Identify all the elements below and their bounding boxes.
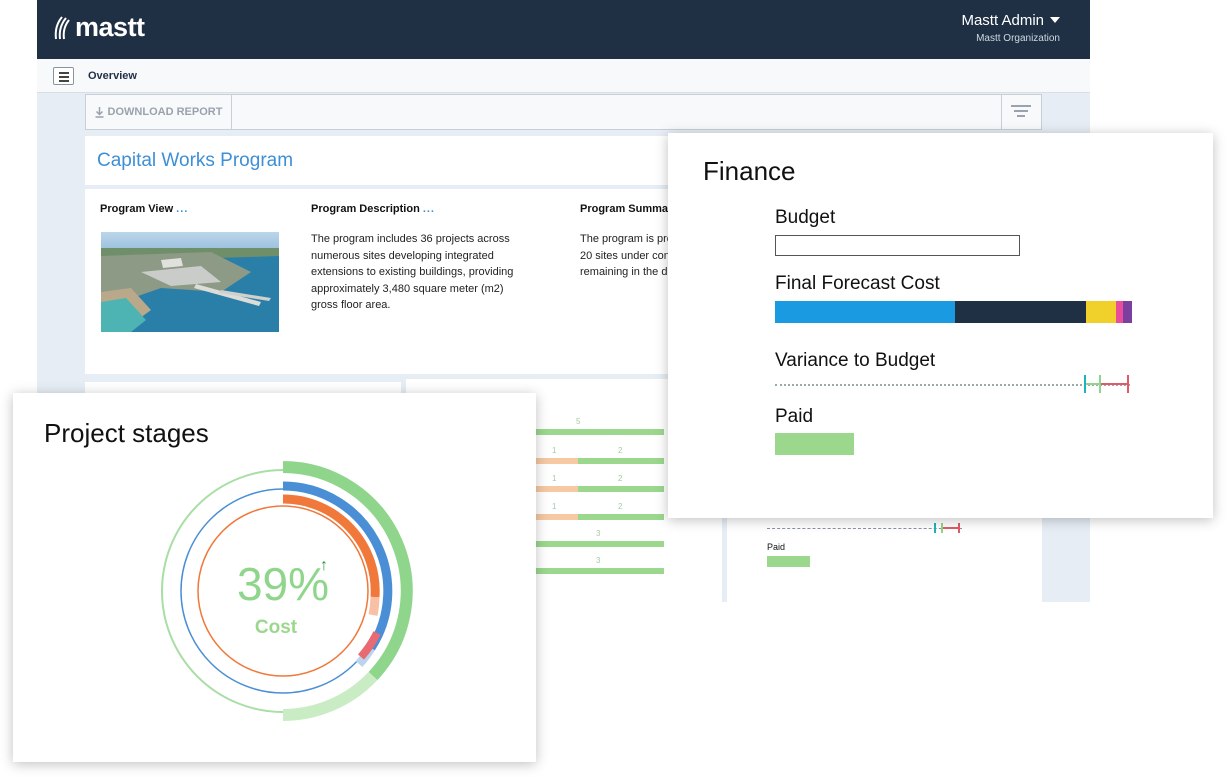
stage-bar — [536, 541, 664, 547]
program-summary-text: The program is pro 20 sites under con re… — [580, 231, 673, 281]
summary-line: remaining in the d — [580, 266, 668, 278]
summary-line: 20 sites under con — [580, 249, 670, 262]
paid-bar — [767, 556, 810, 567]
stage-bar-segment — [536, 486, 578, 492]
inner-ring — [197, 505, 369, 677]
summary-line: The program is pro — [580, 233, 673, 245]
top-bar: mastt Mastt Admin Mastt Organization — [37, 0, 1090, 59]
bar-value: 1 — [552, 474, 557, 483]
variance-marker — [1084, 375, 1086, 393]
cost-arc — [282, 461, 413, 681]
bar-value: 3 — [596, 556, 601, 565]
more-options-icon[interactable]: ... — [176, 203, 189, 215]
program-description-text: The program includes 36 projects across … — [311, 233, 514, 311]
variance-range — [943, 527, 959, 529]
cost-percentage: 39% — [236, 558, 330, 610]
stage-bar — [536, 458, 664, 464]
bar-value: 5 — [576, 417, 581, 426]
divider — [85, 185, 1042, 189]
logo[interactable]: mastt — [53, 12, 145, 43]
time-arc — [282, 481, 393, 651]
forecast-segment — [1115, 301, 1124, 323]
user-name: Mastt Admin — [961, 12, 1044, 29]
finance-title: Finance — [703, 156, 796, 186]
cost-label: Cost — [254, 617, 298, 638]
stage-bar-segment — [536, 458, 578, 464]
bar-value: 3 — [596, 529, 601, 538]
finance-card: Finance Budget Final Forecast Cost Varia… — [668, 133, 1213, 518]
logo-feather-icon — [54, 15, 70, 39]
user-menu[interactable]: Mastt Admin Mastt Organization — [961, 12, 1060, 44]
user-organization: Mastt Organization — [976, 33, 1060, 44]
progress-arc-forecast — [368, 596, 380, 616]
forecast-segment — [1123, 301, 1132, 323]
program-view-heading-label: Program View — [100, 203, 174, 215]
breadcrumb: Overview — [88, 70, 137, 82]
bar-value: 2 — [618, 502, 623, 511]
stage-bar — [536, 568, 664, 574]
stage-bar — [536, 486, 664, 492]
sub-bar: Overview — [37, 59, 1090, 93]
budget-label: Budget — [775, 207, 836, 228]
download-icon — [95, 106, 104, 118]
up-arrow-icon: ↑ — [320, 557, 328, 574]
bar-value: 2 — [618, 446, 623, 455]
forecast-segment — [1085, 301, 1116, 323]
download-report-button[interactable]: DOWNLOAD REPORT — [86, 95, 232, 129]
paid-label: Paid — [775, 406, 814, 427]
program-title: Capital Works Program — [97, 150, 294, 171]
paid-bar — [775, 433, 854, 455]
bar-value: 1 — [552, 502, 557, 511]
variance-line — [767, 528, 962, 529]
variance-marker — [1127, 375, 1129, 393]
variance-line — [775, 384, 1130, 386]
paid-label: Paid — [767, 542, 786, 552]
stages-donut-chart — [161, 461, 413, 721]
program-summary-heading: Program Summar — [580, 203, 673, 215]
filter-icon[interactable] — [1001, 95, 1041, 129]
download-report-label: DOWNLOAD REPORT — [107, 106, 223, 118]
cost-arc-forecast — [282, 671, 378, 721]
more-options-icon[interactable]: ... — [422, 203, 435, 215]
project-stages-title: Project stages — [44, 418, 209, 448]
variance-marker — [941, 523, 943, 533]
forecast-bar — [775, 301, 1132, 323]
project-stages-card: Project stages 39% ↑ Cost — [13, 393, 536, 762]
progress-arc — [282, 494, 380, 598]
stage-bar-segment — [536, 514, 578, 520]
stage-bar — [536, 514, 664, 520]
program-description-heading-label: Program Description — [311, 203, 420, 215]
program-view-heading: Program View... — [100, 203, 188, 215]
variance-range — [1101, 383, 1128, 385]
bar-value: 1 — [552, 446, 557, 455]
forecast-label: Final Forecast Cost — [775, 273, 940, 294]
forecast-segment — [955, 301, 1086, 323]
variance-marker — [934, 523, 936, 533]
variance-label: Variance to Budget — [775, 350, 936, 371]
stage-bar — [536, 429, 664, 435]
caret-down-icon — [1050, 17, 1060, 23]
program-photo — [101, 232, 279, 332]
bar-value: 2 — [618, 474, 623, 483]
budget-bar — [775, 235, 1020, 256]
variance-marker — [958, 523, 960, 533]
report-toolbar: DOWNLOAD REPORT — [85, 94, 1042, 130]
logo-text: mastt — [75, 12, 145, 42]
variance-arc — [357, 631, 381, 660]
program-description-heading: Program Description... — [311, 203, 435, 215]
forecast-segment — [775, 301, 956, 323]
hamburger-menu-icon[interactable] — [53, 67, 74, 85]
